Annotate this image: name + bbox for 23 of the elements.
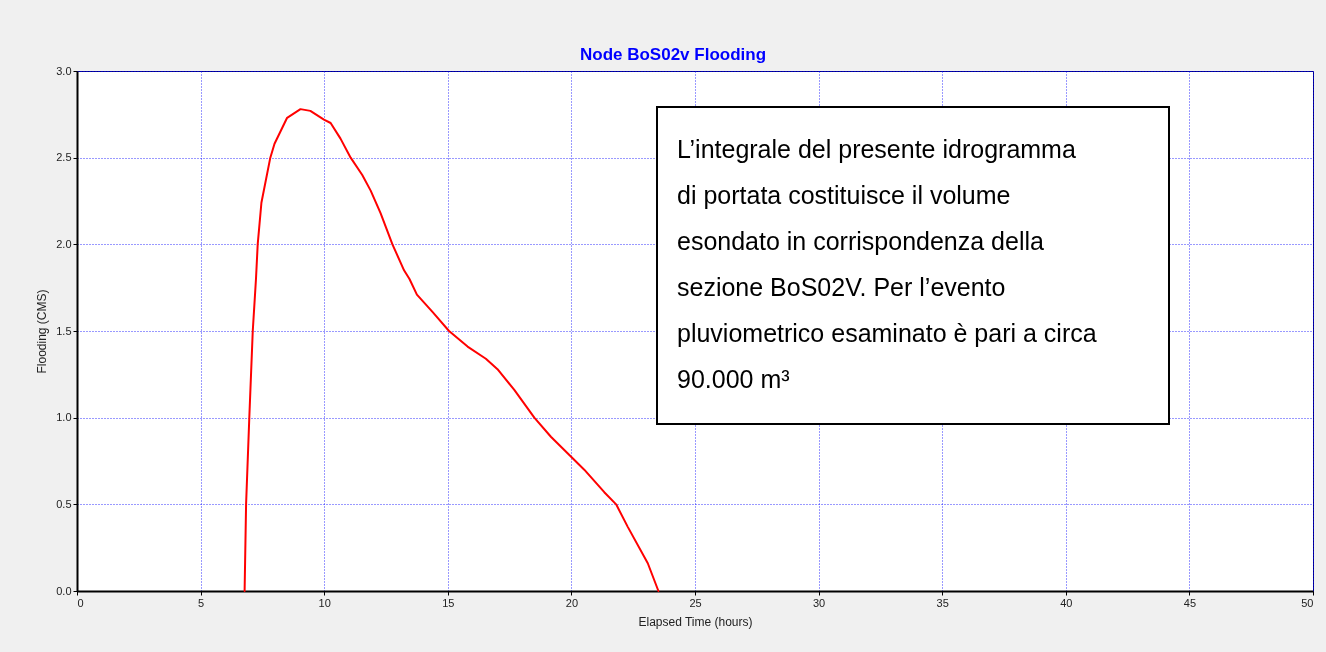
x-tick-label: 25	[689, 596, 702, 609]
x-tick-label: 15	[442, 596, 455, 609]
y-tick-label: 2.5	[56, 151, 72, 164]
x-tick-label: 10	[318, 596, 331, 609]
x-tick-label: 50	[1301, 596, 1314, 609]
y-tick-label: 2.0	[56, 237, 72, 250]
x-tick-label: 45	[1183, 596, 1197, 609]
annotation: L’integrale del presente idrogramma di portata costituisce il volume esondato in corrispondenza della sezione BoS02V. Per l’evento pluviometrico esaminato è pari a circa 90.000 m³	[677, 135, 1097, 393]
line-series	[243, 108, 660, 592]
chart-title: Node BoS02v Flooding	[579, 45, 767, 64]
x-tick-label: 40	[1060, 596, 1073, 609]
y-tick-label: 1.5	[56, 324, 72, 337]
y-tick-label: 0.5	[56, 497, 72, 510]
y-tick-label: 0.0	[56, 584, 72, 597]
x-tick-label: 20	[565, 596, 579, 609]
x-tick-label: 0	[77, 596, 84, 609]
y-tick-label: 3.0	[56, 64, 72, 77]
x-tick-label: 35	[936, 596, 949, 609]
x-tick-label: 5	[198, 596, 205, 609]
x-axis-title: Elapsed Time (hours)	[638, 614, 753, 629]
x-tick-label: 30	[812, 596, 826, 609]
y-axis-title: Flooding (CMS)	[35, 289, 50, 374]
y-tick-label: 1.0	[56, 411, 72, 424]
